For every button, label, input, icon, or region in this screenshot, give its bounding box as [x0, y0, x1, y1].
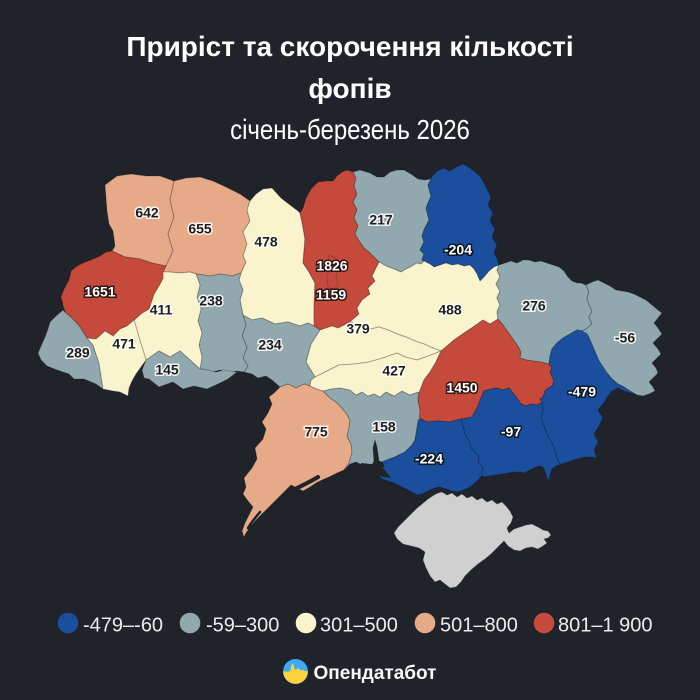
- svg-text:Опендатабот: Опендатабот: [314, 663, 437, 684]
- svg-text:-97: -97: [501, 424, 521, 440]
- svg-text:1159: 1159: [316, 287, 347, 303]
- svg-text:488: 488: [438, 302, 462, 318]
- svg-text:-59–300: -59–300: [206, 615, 279, 637]
- svg-text:1826: 1826: [316, 258, 347, 274]
- svg-text:478: 478: [254, 234, 278, 250]
- svg-text:158: 158: [372, 419, 396, 435]
- svg-text:-479: -479: [568, 384, 596, 400]
- svg-text:276: 276: [522, 298, 546, 314]
- svg-text:427: 427: [382, 363, 406, 379]
- svg-text:501–800: 501–800: [440, 615, 518, 637]
- svg-text:238: 238: [199, 293, 223, 309]
- svg-text:411: 411: [150, 302, 173, 318]
- svg-text:379: 379: [346, 321, 370, 337]
- svg-text:1450: 1450: [446, 380, 477, 396]
- svg-text:217: 217: [369, 212, 393, 228]
- svg-text:655: 655: [188, 221, 212, 237]
- svg-text:-56: -56: [615, 330, 635, 346]
- svg-text:775: 775: [304, 424, 328, 440]
- svg-text:145: 145: [155, 362, 179, 378]
- svg-text:642: 642: [135, 205, 159, 221]
- svg-text:-204: -204: [444, 242, 472, 258]
- svg-text:234: 234: [258, 337, 282, 353]
- svg-text:1651: 1651: [84, 284, 115, 300]
- svg-text:-224: -224: [415, 451, 443, 467]
- svg-text:471: 471: [112, 336, 136, 352]
- svg-text:801–1 900: 801–1 900: [558, 615, 653, 637]
- svg-text:289: 289: [66, 345, 90, 361]
- svg-text:301–500: 301–500: [320, 615, 398, 637]
- svg-text:-479–-60: -479–-60: [83, 615, 163, 637]
